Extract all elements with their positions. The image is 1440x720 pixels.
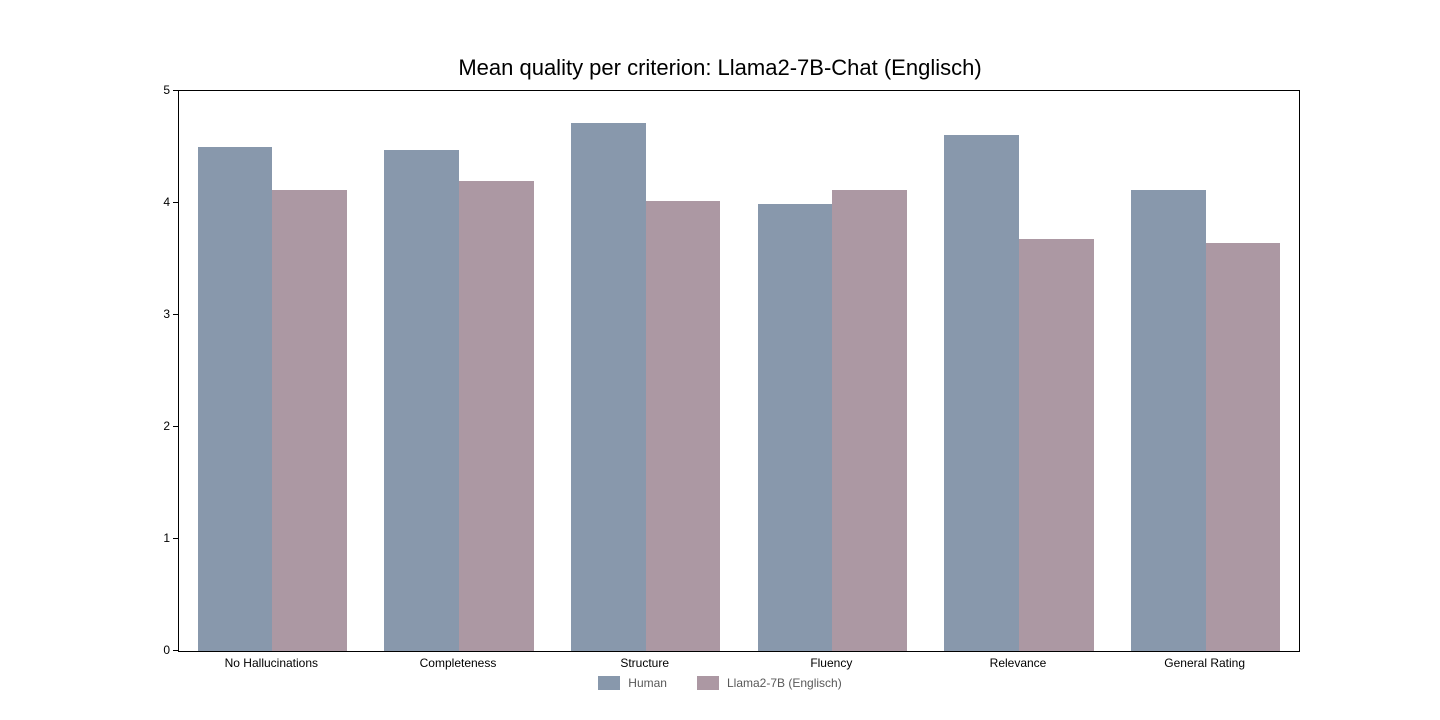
legend-label: Human: [628, 676, 667, 690]
bar: [1131, 190, 1206, 651]
bar: [272, 190, 347, 651]
xtick-label: Completeness: [420, 656, 497, 670]
bar: [944, 135, 1019, 651]
legend-item: Llama2-7B (Englisch): [697, 676, 842, 690]
ytick-label: 4: [148, 195, 170, 209]
ytick-mark: [173, 650, 178, 651]
bar: [459, 181, 534, 651]
legend-item: Human: [598, 676, 667, 690]
bar: [384, 150, 459, 651]
plot-area: [178, 90, 1300, 652]
bar: [1206, 243, 1281, 651]
bar: [646, 201, 721, 651]
ytick-label: 0: [148, 643, 170, 657]
xtick-label: No Hallucinations: [225, 656, 318, 670]
ytick-mark: [173, 202, 178, 203]
bar: [198, 147, 273, 651]
xtick-label: General Rating: [1164, 656, 1245, 670]
ytick-label: 3: [148, 307, 170, 321]
ytick-mark: [173, 538, 178, 539]
xtick-label: Relevance: [990, 656, 1047, 670]
bar: [758, 204, 833, 651]
bar: [1019, 239, 1094, 651]
legend-swatch: [697, 676, 719, 690]
legend: Human Llama2-7B (Englisch): [0, 676, 1440, 690]
legend-label: Llama2-7B (Englisch): [727, 676, 842, 690]
ytick-label: 2: [148, 419, 170, 433]
legend-swatch: [598, 676, 620, 690]
xtick-label: Structure: [620, 656, 669, 670]
chart-container: Mean quality per criterion: Llama2-7B-Ch…: [0, 0, 1440, 720]
ytick-mark: [173, 426, 178, 427]
ytick-mark: [173, 314, 178, 315]
ytick-mark: [173, 90, 178, 91]
xtick-label: Fluency: [810, 656, 852, 670]
ytick-label: 1: [148, 531, 170, 545]
bar: [571, 123, 646, 651]
bar: [832, 190, 907, 651]
ytick-label: 5: [148, 83, 170, 97]
chart-title: Mean quality per criterion: Llama2-7B-Ch…: [0, 55, 1440, 81]
